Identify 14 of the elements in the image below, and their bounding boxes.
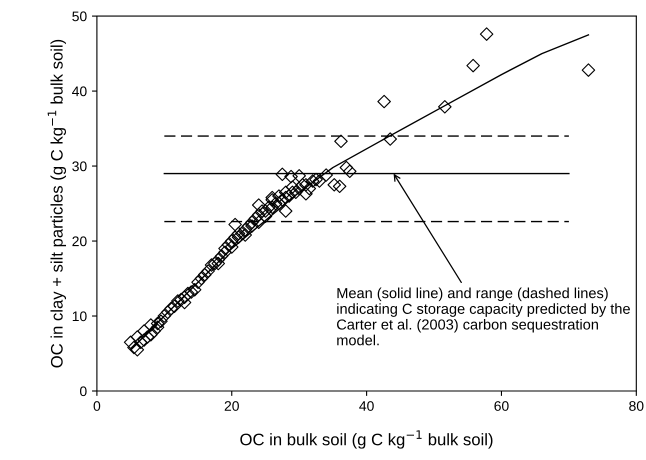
y-tick-label: 50 bbox=[72, 11, 87, 22]
y-tick-label: 0 bbox=[80, 386, 87, 396]
x-tick-label: 40 bbox=[359, 401, 374, 411]
x-tick-label: 20 bbox=[224, 401, 239, 411]
y-tick-label: 40 bbox=[72, 86, 87, 96]
y-tick-label: 20 bbox=[72, 236, 87, 246]
y-tick-label: 30 bbox=[72, 161, 87, 172]
x-tick-label: 0 bbox=[94, 401, 100, 411]
x-tick-label: 80 bbox=[629, 401, 644, 411]
y-axis-title: OC in clay + silt particles (g C kg$^{−1}$ bulk soil) bbox=[48, 40, 66, 368]
x-axis-title: OC in bulk soil (g C kg$^{−1}$ bulk soil) bbox=[240, 430, 492, 449]
y-tick-label: 10 bbox=[72, 311, 87, 322]
annotation: Mean (solid line) and range (dashed lines) indicating C storage capacity predicted by the Carter et al. (2003) carbon sequestration model. bbox=[337, 288, 630, 346]
x-tick-label: 60 bbox=[494, 401, 509, 411]
